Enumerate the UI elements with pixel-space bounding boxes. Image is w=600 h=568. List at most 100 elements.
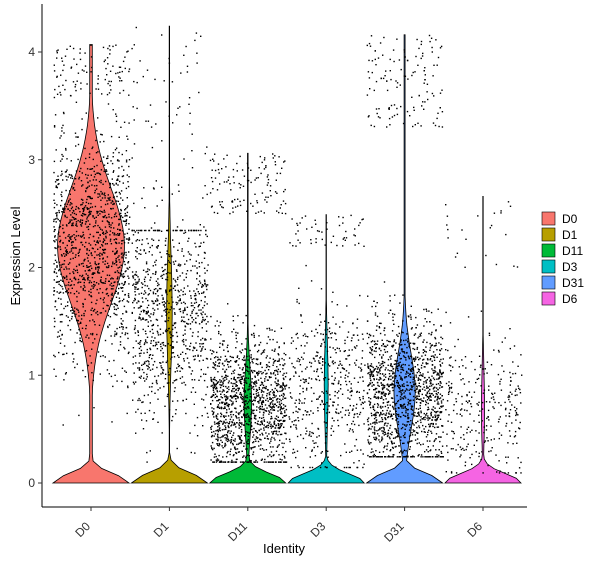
data-point <box>334 377 336 379</box>
data-point <box>138 362 140 364</box>
data-point <box>76 271 79 274</box>
data-point <box>53 294 55 296</box>
data-point <box>109 49 111 51</box>
data-point <box>161 371 164 373</box>
data-point <box>179 310 182 313</box>
data-point <box>232 385 234 387</box>
data-point <box>89 269 91 272</box>
data-point <box>338 390 340 392</box>
data-point <box>101 291 104 294</box>
data-point <box>291 362 293 365</box>
data-point <box>152 354 154 356</box>
data-point <box>90 56 93 58</box>
data-point <box>149 330 151 333</box>
data-point <box>218 381 220 383</box>
data-point <box>103 297 105 299</box>
data-point <box>268 392 270 394</box>
data-point <box>356 403 358 406</box>
data-point <box>271 406 273 408</box>
data-point <box>106 74 108 76</box>
data-point <box>124 293 126 296</box>
data-point <box>176 226 179 228</box>
data-point <box>104 310 107 312</box>
data-point <box>113 306 115 308</box>
data-point <box>167 343 169 345</box>
data-point <box>269 454 271 456</box>
data-point <box>399 388 401 390</box>
data-point <box>268 327 271 329</box>
data-point <box>342 216 344 219</box>
data-point <box>228 403 231 406</box>
data-point <box>104 339 107 342</box>
data-point <box>436 356 438 358</box>
data-point <box>338 412 340 415</box>
data-point <box>117 72 119 74</box>
data-point <box>137 367 139 369</box>
data-point <box>213 384 215 387</box>
data-point <box>202 285 205 287</box>
data-point <box>100 312 103 314</box>
data-point <box>104 78 106 81</box>
data-point <box>225 439 227 441</box>
data-point <box>94 173 97 176</box>
data-point <box>78 315 80 317</box>
data-point <box>219 402 221 404</box>
data-point <box>115 72 117 75</box>
data-point <box>58 183 60 185</box>
data-point <box>376 374 379 376</box>
data-point <box>182 320 185 323</box>
data-point <box>155 180 157 182</box>
data-point <box>222 434 224 437</box>
data-point <box>371 371 373 374</box>
data-point <box>243 379 246 382</box>
data-point <box>216 212 219 214</box>
data-point <box>117 267 119 269</box>
data-point <box>67 235 69 237</box>
data-point <box>250 461 252 463</box>
data-point <box>387 442 389 445</box>
data-point <box>157 295 159 297</box>
data-point <box>374 423 376 425</box>
data-point <box>243 424 245 426</box>
data-point <box>101 193 103 195</box>
data-point <box>388 375 391 378</box>
data-point <box>230 416 233 418</box>
data-point <box>165 263 167 266</box>
data-point <box>230 382 232 384</box>
data-point <box>253 383 255 385</box>
data-point <box>282 384 284 386</box>
data-point <box>266 421 269 423</box>
data-point <box>154 392 156 394</box>
data-point <box>359 399 361 401</box>
data-point <box>85 173 87 176</box>
data-point <box>61 170 63 173</box>
data-point <box>110 160 112 162</box>
data-point <box>163 385 165 388</box>
data-point <box>420 454 423 456</box>
data-point <box>247 416 250 418</box>
data-point <box>416 438 419 440</box>
data-point <box>108 80 110 83</box>
data-point <box>355 438 358 441</box>
data-point <box>441 375 443 378</box>
data-point <box>140 352 142 354</box>
data-point <box>156 290 159 293</box>
data-point <box>438 454 440 457</box>
data-point <box>395 416 397 418</box>
data-point <box>201 261 203 264</box>
data-point <box>53 206 56 209</box>
data-point <box>66 225 68 227</box>
data-point <box>257 358 259 360</box>
data-point <box>119 233 121 235</box>
data-point <box>72 247 75 249</box>
data-point <box>163 273 165 276</box>
data-point <box>209 192 212 194</box>
data-point <box>249 393 251 395</box>
data-point <box>152 265 154 267</box>
data-point <box>176 335 179 338</box>
data-point <box>88 242 90 245</box>
data-point <box>335 352 337 354</box>
data-point <box>273 422 276 424</box>
data-point <box>145 263 148 265</box>
data-point <box>429 342 431 345</box>
